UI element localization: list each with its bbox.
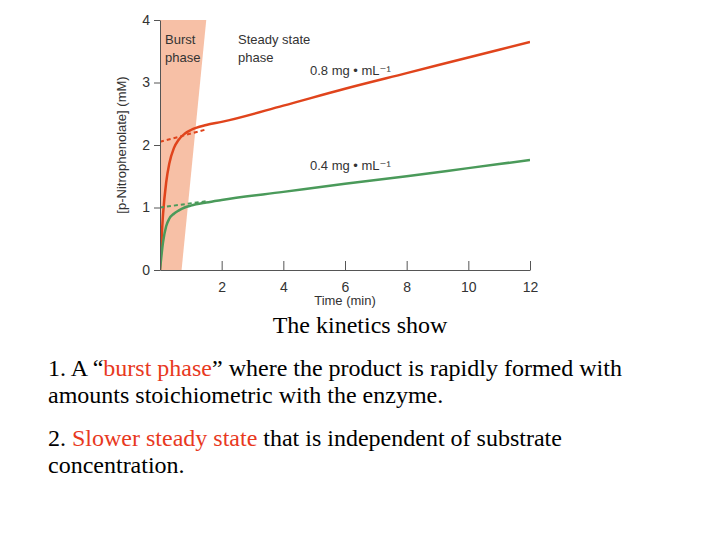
x-tick-label: 4 [280,279,288,295]
phase-label: Burst [165,32,196,47]
x-tick-mark [530,261,531,270]
x-tick-label: 12 [523,279,539,295]
caption-heading: The kinetics show [0,312,720,339]
y-tick: 1 [142,199,160,215]
x-axis: 2 4 6 8 10 12 [161,261,539,295]
x-tick: 8 [403,261,411,295]
plot-area [160,20,530,270]
y-tick: 0 [142,262,160,278]
x-axis-line [161,270,531,271]
extrapolation-line [160,129,206,142]
y-tick-label: 0 [142,262,150,278]
phase-label: phase [165,50,200,65]
y-tick-mark [154,20,160,21]
phase-label: phase [238,50,273,65]
y-tick-label: 3 [142,74,150,90]
y-tick-label: 2 [142,137,150,153]
series-label: 0.4 mg • mL⁻¹ [310,158,391,173]
x-tick: 10 [461,261,477,295]
y-tick-label: 1 [142,199,150,215]
x-tick: 2 [218,261,226,295]
y-tick: 4 [142,12,160,28]
x-tick-label: 2 [218,279,226,295]
x-tick-label: 10 [461,279,477,295]
x-tick: 6 [342,261,350,295]
x-axis-title: Time (min) [314,293,376,308]
chart: 2468101201234Time (min)[p-Nitrophenolate… [0,0,720,310]
caption-item: 1. A “burst phase” where the product is … [48,355,648,409]
y-tick-mark [154,270,160,271]
y-axis-title: [p-Nitrophenolate] (mM) [114,76,129,213]
caption-text: 2. [48,425,72,451]
x-tick-mark [468,261,469,270]
x-tick-label: 8 [403,279,411,295]
y-axis: 0 1 2 3 4 [142,12,160,278]
y-axis-line [160,21,161,271]
x-tick-mark [407,261,408,270]
caption-text: Slower steady state [72,425,257,451]
x-tick-mark [345,261,346,270]
y-tick-mark [154,208,160,209]
series-line [160,160,530,270]
caption: The kinetics show1. A “burst phase” wher… [48,312,648,495]
caption-text: burst phase [103,355,212,381]
y-tick: 3 [142,74,160,90]
x-tick: 4 [280,261,288,295]
y-tick: 2 [142,137,160,153]
y-tick-mark [154,83,160,84]
x-tick-mark [283,261,284,270]
series-line [160,42,530,270]
caption-item: 2. Slower steady state that is independe… [48,425,648,479]
y-tick-mark [154,145,160,146]
series-label: 0.8 mg • mL⁻¹ [310,63,391,78]
y-tick-label: 4 [142,12,150,28]
caption-text: 1. A “ [48,355,103,381]
x-tick: 12 [523,261,539,295]
extrapolation-line [160,201,206,207]
burst-region [160,20,206,270]
x-tick-mark [222,261,223,270]
phase-label: Steady state [238,32,310,47]
